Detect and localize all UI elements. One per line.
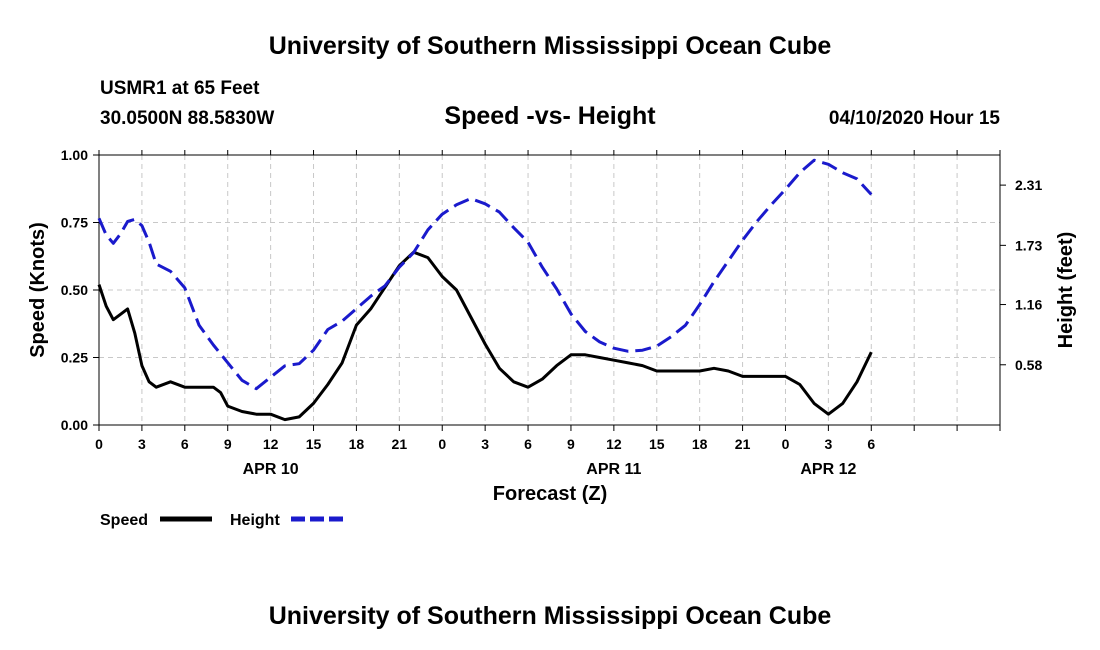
axis-ticks: 0 3 6 9 12 15 18 21 0 3 6 9 12 15 18 21 0 3 6 APR 10 APR 11 A… <box>61 147 1043 478</box>
x-tick-label-3: 9 <box>224 436 232 452</box>
y-axis-right-label: Height (feet) <box>1055 232 1077 349</box>
x-tick-label-8: 0 <box>438 436 446 452</box>
grid-lines <box>99 155 1000 425</box>
footer-title: University of Southern Mississippi Ocean… <box>269 602 832 630</box>
x-tick-label-9: 3 <box>481 436 489 452</box>
date-label-1: APR 11 <box>586 461 641 478</box>
x-tick-label-0: 0 <box>95 436 103 452</box>
y-left-tick-label-0: 0.00 <box>61 417 88 433</box>
x-tick-label-1: 3 <box>138 436 146 452</box>
series-lines <box>97 158 873 422</box>
x-tick-label-14: 18 <box>692 436 708 452</box>
x-tick-label-13: 15 <box>649 436 665 452</box>
y-left-tick-label-3: 0.75 <box>61 215 88 231</box>
x-axis-label: Forecast (Z) <box>493 483 607 505</box>
timestamp-label: 04/10/2020 Hour 15 <box>829 108 1001 129</box>
x-tick-label-10: 6 <box>524 436 532 452</box>
x-tick-label-4: 12 <box>263 436 279 452</box>
series-speed-line <box>97 250 873 422</box>
legend: Speed Height <box>100 512 343 529</box>
date-label-2: APR 12 <box>800 461 856 478</box>
y-right-tick-label-0: 0.58 <box>1015 357 1042 373</box>
legend-speed-label: Speed <box>100 512 148 529</box>
x-tick-label-6: 18 <box>349 436 365 452</box>
x-tick-label-15: 21 <box>735 436 751 452</box>
x-tick-label-11: 9 <box>567 436 575 452</box>
x-tick-label-2: 6 <box>181 436 189 452</box>
y-right-tick-label-1: 1.16 <box>1015 297 1042 313</box>
y-left-tick-label-4: 1.00 <box>61 147 88 163</box>
x-tick-label-17: 3 <box>824 436 832 452</box>
series-height-line <box>97 158 873 391</box>
x-tick-label-12: 12 <box>606 436 622 452</box>
station-label: USMR1 at 65 Feet <box>100 78 260 99</box>
x-tick-label-7: 21 <box>392 436 408 452</box>
chart-title: Speed -vs- Height <box>444 102 656 130</box>
y-right-tick-label-2: 1.73 <box>1015 237 1042 253</box>
page-title: University of Southern Mississippi Ocean… <box>269 32 832 60</box>
y-right-tick-label-3: 2.31 <box>1015 177 1042 193</box>
x-tick-label-16: 0 <box>782 436 790 452</box>
y-left-tick-label-1: 0.25 <box>61 350 88 366</box>
x-tick-label-18: 6 <box>867 436 875 452</box>
legend-height-label: Height <box>230 512 280 529</box>
y-axis-left-label: Speed (Knots) <box>27 222 49 358</box>
coordinates-label: 30.0500N 88.5830W <box>100 108 274 129</box>
y-left-tick-label-2: 0.50 <box>61 282 88 298</box>
date-label-0: APR 10 <box>243 461 299 478</box>
x-tick-label-5: 15 <box>306 436 322 452</box>
